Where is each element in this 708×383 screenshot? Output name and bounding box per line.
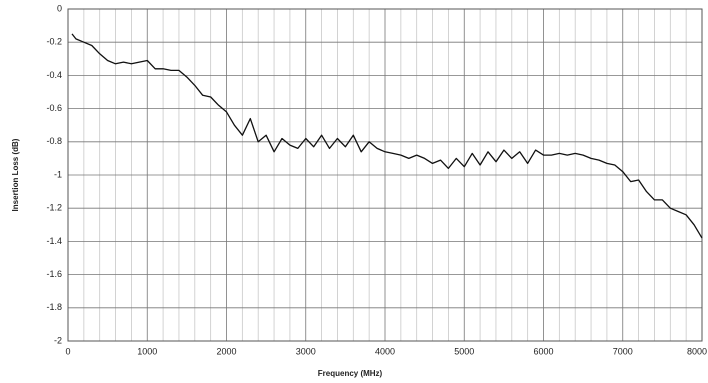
y-tick-label: -1.4 [46,236,62,246]
y-tick-label: -0.4 [46,70,62,80]
y-tick-label: -2 [54,335,62,345]
x-tick-label: 3000 [296,346,316,356]
y-tick-label: -1.8 [46,302,62,312]
y-axis-title: Insertion Loss (dB) [11,138,20,211]
data-line [71,33,703,239]
y-tick-label: -0.2 [46,37,62,47]
x-tick-label: 2000 [216,346,236,356]
y-tick-label: -0.8 [46,136,62,146]
x-tick-label: 8000 [687,346,707,356]
x-tick-label: 5000 [454,346,474,356]
x-tick-label: 7000 [613,346,633,356]
y-tick-label: -1.6 [46,269,62,279]
y-tick-label: -1.2 [46,203,62,213]
y-tick-label: -1 [54,169,62,179]
plot-frame [67,8,703,342]
x-tick-label: 6000 [533,346,553,356]
x-tick-label: 0 [65,346,70,356]
x-tick-label: 4000 [375,346,395,356]
y-tick-label: -0.6 [46,103,62,113]
x-axis-title: Frequency (MHz) [318,369,383,378]
x-tick-label: 1000 [137,346,157,356]
y-tick-label: 0 [57,3,62,13]
